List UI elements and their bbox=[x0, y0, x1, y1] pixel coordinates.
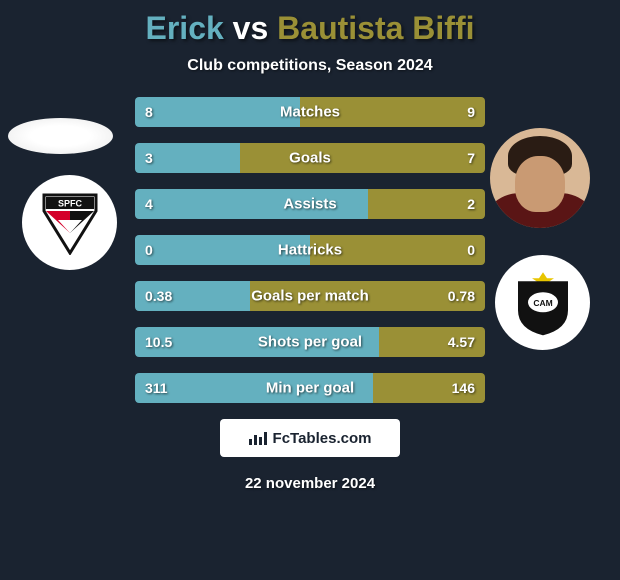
stat-value-player1: 0 bbox=[145, 242, 153, 258]
stat-value-player1: 4 bbox=[145, 196, 153, 212]
stat-row: 3 7 Goals bbox=[135, 143, 485, 173]
stat-value-player2: 0 bbox=[467, 242, 475, 258]
player2-photo bbox=[490, 128, 590, 228]
stat-value-player2: 2 bbox=[467, 196, 475, 212]
stat-value-player2: 7 bbox=[467, 150, 475, 166]
fctables-badge: FcTables.com bbox=[220, 419, 400, 457]
stat-row: 10.5 4.57 Shots per goal bbox=[135, 327, 485, 357]
player1-club-badge: SPFC bbox=[22, 175, 117, 270]
stat-label: Goals per match bbox=[251, 288, 369, 305]
vs-separator: vs bbox=[224, 10, 277, 46]
stat-row: 0.38 0.78 Goals per match bbox=[135, 281, 485, 311]
stat-label: Matches bbox=[280, 104, 340, 121]
stat-row: 4 2 Assists bbox=[135, 189, 485, 219]
stat-label: Shots per goal bbox=[258, 334, 362, 351]
svg-text:CAM: CAM bbox=[533, 297, 552, 307]
subtitle: Club competitions, Season 2024 bbox=[0, 57, 620, 75]
stat-bar-player2 bbox=[240, 143, 485, 173]
comparison-date: 22 november 2024 bbox=[0, 475, 620, 492]
stat-bar-player1 bbox=[135, 97, 300, 127]
stat-value-player2: 4.57 bbox=[448, 334, 475, 350]
spfc-shield-icon: SPFC bbox=[40, 191, 100, 255]
player2-club-badge: CAM bbox=[495, 255, 590, 350]
stat-value-player1: 10.5 bbox=[145, 334, 172, 350]
stat-label: Goals bbox=[289, 150, 331, 167]
stat-value-player1: 3 bbox=[145, 150, 153, 166]
stat-value-player2: 9 bbox=[467, 104, 475, 120]
cam-shield-icon: CAM bbox=[513, 272, 573, 336]
stat-row: 0 0 Hattricks bbox=[135, 235, 485, 265]
stat-row: 8 9 Matches bbox=[135, 97, 485, 127]
stat-label: Min per goal bbox=[266, 380, 354, 397]
comparison-title: Erick vs Bautista Biffi bbox=[0, 0, 620, 47]
stat-value-player1: 8 bbox=[145, 104, 153, 120]
stat-value-player2: 0.78 bbox=[448, 288, 475, 304]
svg-text:SPFC: SPFC bbox=[57, 198, 82, 208]
stat-value-player1: 0.38 bbox=[145, 288, 172, 304]
stat-value-player2: 146 bbox=[452, 380, 475, 396]
stat-label: Assists bbox=[283, 196, 336, 213]
fctables-label: FcTables.com bbox=[273, 430, 372, 447]
stat-label: Hattricks bbox=[278, 242, 342, 259]
player1-name: Erick bbox=[146, 10, 224, 46]
stat-value-player1: 311 bbox=[145, 380, 168, 396]
stats-bars-container: 8 9 Matches 3 7 Goals 4 2 Assists 0 0 Hattricks 0.38… bbox=[135, 97, 485, 403]
fctables-chart-icon bbox=[249, 431, 267, 445]
player2-name: Bautista Biffi bbox=[277, 10, 474, 46]
player1-photo bbox=[8, 118, 113, 154]
stat-row: 311 146 Min per goal bbox=[135, 373, 485, 403]
player2-face bbox=[515, 156, 565, 212]
